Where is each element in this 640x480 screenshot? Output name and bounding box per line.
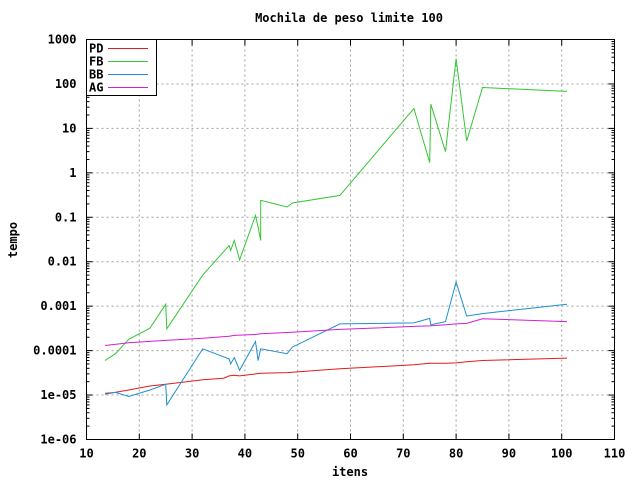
y-tick-label: 1 [69,166,76,180]
series-line-fb [104,58,568,361]
series-layer [104,58,568,407]
x-tick-label: 90 [502,447,516,461]
tick-layer: 10 20 30 40 50 60 70 80 90 100 1101e-061e-050.0001… [33,33,625,461]
y-tick-label: 1000 [48,33,77,47]
legend-label-bb: BB [89,68,103,82]
y-axis-label: tempo [6,222,20,258]
series-line-ag [104,318,568,346]
legend-label-ag: AG [89,81,103,95]
y-tick-label: 1e-05 [40,388,76,402]
y-tick-label: 0.0001 [33,344,76,358]
legend-label-pd: PD [89,42,103,56]
chart-title: Mochila de peso limite 100 [255,11,443,25]
y-tick-label: 100 [55,77,77,91]
x-tick-label: 20 [132,447,146,461]
series-line-bb [104,280,568,407]
y-tick-label: 10 [62,121,76,135]
x-axis-label: itens [332,465,368,479]
y-tick-label: 1e-06 [40,433,76,447]
x-tick-label: 60 [343,447,357,461]
legend-label-fb: FB [89,55,103,69]
series-line-pd [104,357,568,395]
x-tick-label: 50 [290,447,304,461]
y-tick-label: 0.001 [40,299,76,313]
x-tick-label: 40 [238,447,252,461]
y-tick-label: 0.01 [48,255,77,269]
grid [86,39,615,440]
x-tick-label: 110 [604,447,626,461]
y-tick-label: 0.1 [55,210,77,224]
x-tick-label: 80 [449,447,463,461]
x-tick-label: 30 [185,447,199,461]
x-tick-label: 70 [396,447,410,461]
x-tick-label: 10 [79,447,93,461]
x-tick-label: 100 [551,447,573,461]
